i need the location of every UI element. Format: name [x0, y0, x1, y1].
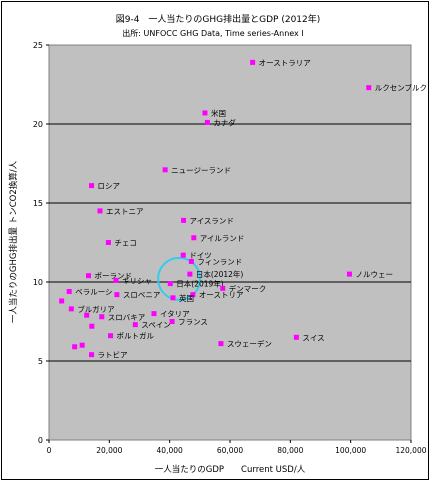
data-point-marker [181, 217, 187, 223]
data-point-label: ルクセンブルク [375, 83, 427, 93]
data-point-marker [170, 295, 176, 301]
data-point-marker [191, 235, 197, 241]
japan-highlight-circle [157, 256, 202, 301]
data-point-marker [97, 208, 103, 214]
y-tick-label: 5 [38, 357, 43, 366]
data-point-label: エストニア [106, 207, 143, 216]
data-point-marker [162, 167, 168, 173]
data-point-label: スロバキア [108, 313, 145, 322]
y-tick-label: 10 [33, 278, 43, 287]
chart-title: 図9-4 一人当たりのGHG排出量とGDP (2012年) [116, 13, 321, 25]
data-point-label: ドイツ [189, 251, 212, 260]
x-tick-label: 0 [47, 446, 52, 455]
data-point-marker [204, 119, 210, 125]
data-point-marker [59, 298, 65, 304]
data-point-label: カナダ [213, 117, 236, 127]
x-tick-label: 40,000 [157, 446, 183, 455]
data-point-marker [169, 319, 175, 324]
data-point-label: イタリア [160, 310, 190, 319]
data-point-label: ノルウェー [355, 270, 393, 279]
data-point-marker [218, 341, 224, 347]
data-point-label: スイス [302, 333, 324, 342]
data-point-label: アイスランド [190, 216, 234, 225]
y-tick-label: 0 [38, 436, 43, 445]
data-points: オーストラリアルクセンブルク米国カナダニュージーランドロシアエストニアアイスラン… [59, 58, 427, 360]
data-point-label: 日本(2019年) [176, 279, 224, 289]
data-point-label: スペイン [141, 321, 170, 330]
data-point-marker [79, 342, 85, 348]
scatter-chart: 図9-4 一人当たりのGHG排出量とGDP (2012年) 出所: UNFOCC… [8, 13, 427, 475]
data-point-marker [114, 292, 120, 298]
data-point-label: フランス [178, 318, 208, 327]
data-point-label: ベラルーシ [75, 287, 112, 296]
data-point-marker [187, 271, 193, 277]
data-point-marker [89, 323, 95, 329]
data-point-marker [151, 311, 157, 317]
data-point-marker [86, 273, 92, 279]
x-tick-label: 120,000 [395, 446, 426, 455]
data-point-marker [167, 281, 173, 287]
data-point-marker [132, 322, 138, 328]
data-point-marker [180, 252, 186, 258]
y-tick-label: 15 [33, 199, 43, 208]
data-point-label: ラトビア [98, 351, 128, 360]
data-point-label: スウェーデン [227, 339, 272, 349]
x-tick-label: 100,000 [335, 446, 366, 455]
data-point-marker [89, 183, 95, 189]
y-axis-label: 一人当たりのGHG排出量 トンCO2換算/人 [8, 160, 19, 323]
data-point-marker [72, 344, 78, 350]
data-point-label: デンマーク [229, 283, 267, 293]
data-point-label: オーストリア [199, 291, 244, 300]
data-point-marker [220, 285, 226, 291]
data-point-label: ギリシャ [122, 276, 152, 285]
data-point-marker [108, 333, 114, 339]
data-point-marker [113, 277, 119, 283]
data-point-marker [84, 312, 90, 318]
data-point-marker [188, 258, 194, 264]
data-point-marker [66, 288, 72, 294]
data-point-marker [202, 110, 208, 116]
data-point-marker [293, 334, 299, 340]
data-point-label: アイルランド [200, 234, 245, 243]
data-point-label: スロベニア [123, 291, 161, 300]
y-tick-label: 25 [33, 41, 43, 50]
data-point-marker [346, 271, 352, 277]
data-point-label: フィンランド [197, 257, 242, 266]
chart-subtitle: 出所: UNFOCC GHG Data, Time series-Annex I [122, 28, 303, 38]
data-point-label: 米国 [211, 108, 226, 118]
x-tick-label: 20,000 [96, 446, 122, 455]
data-point-label: ニュージーランド [171, 166, 231, 175]
y-axis-ticks: 0 5 10 15 20 25 [33, 41, 49, 445]
data-point-marker [68, 306, 74, 312]
data-point-marker [190, 292, 196, 298]
y-tick-label: 20 [33, 120, 43, 129]
x-tick-label: 60,000 [217, 446, 243, 455]
data-point-label: ポルトガル [117, 331, 155, 341]
data-point-marker [89, 352, 95, 358]
data-point-label: ポーランド [95, 272, 133, 281]
data-point-marker [366, 85, 372, 91]
data-point-label: ロシア [98, 182, 121, 191]
x-tick-label: 80,000 [277, 446, 303, 455]
data-point-label: 日本(2012年) [196, 269, 244, 279]
data-point-marker [105, 240, 111, 245]
data-point-label: 英国 [179, 293, 194, 303]
data-point-label: チェコ [114, 239, 137, 248]
data-point-marker [250, 59, 256, 65]
data-point-marker [99, 314, 105, 320]
data-point-label: ブルガリア [77, 304, 114, 314]
gridlines [49, 123, 411, 362]
data-point-label: オーストラリア [259, 58, 311, 67]
x-axis-ticks: 0 20,000 40,000 60,000 80,000 100,000 120,000 [47, 440, 427, 455]
x-axis-label: 一人当たりのGDP Current USD/人 [155, 464, 306, 475]
